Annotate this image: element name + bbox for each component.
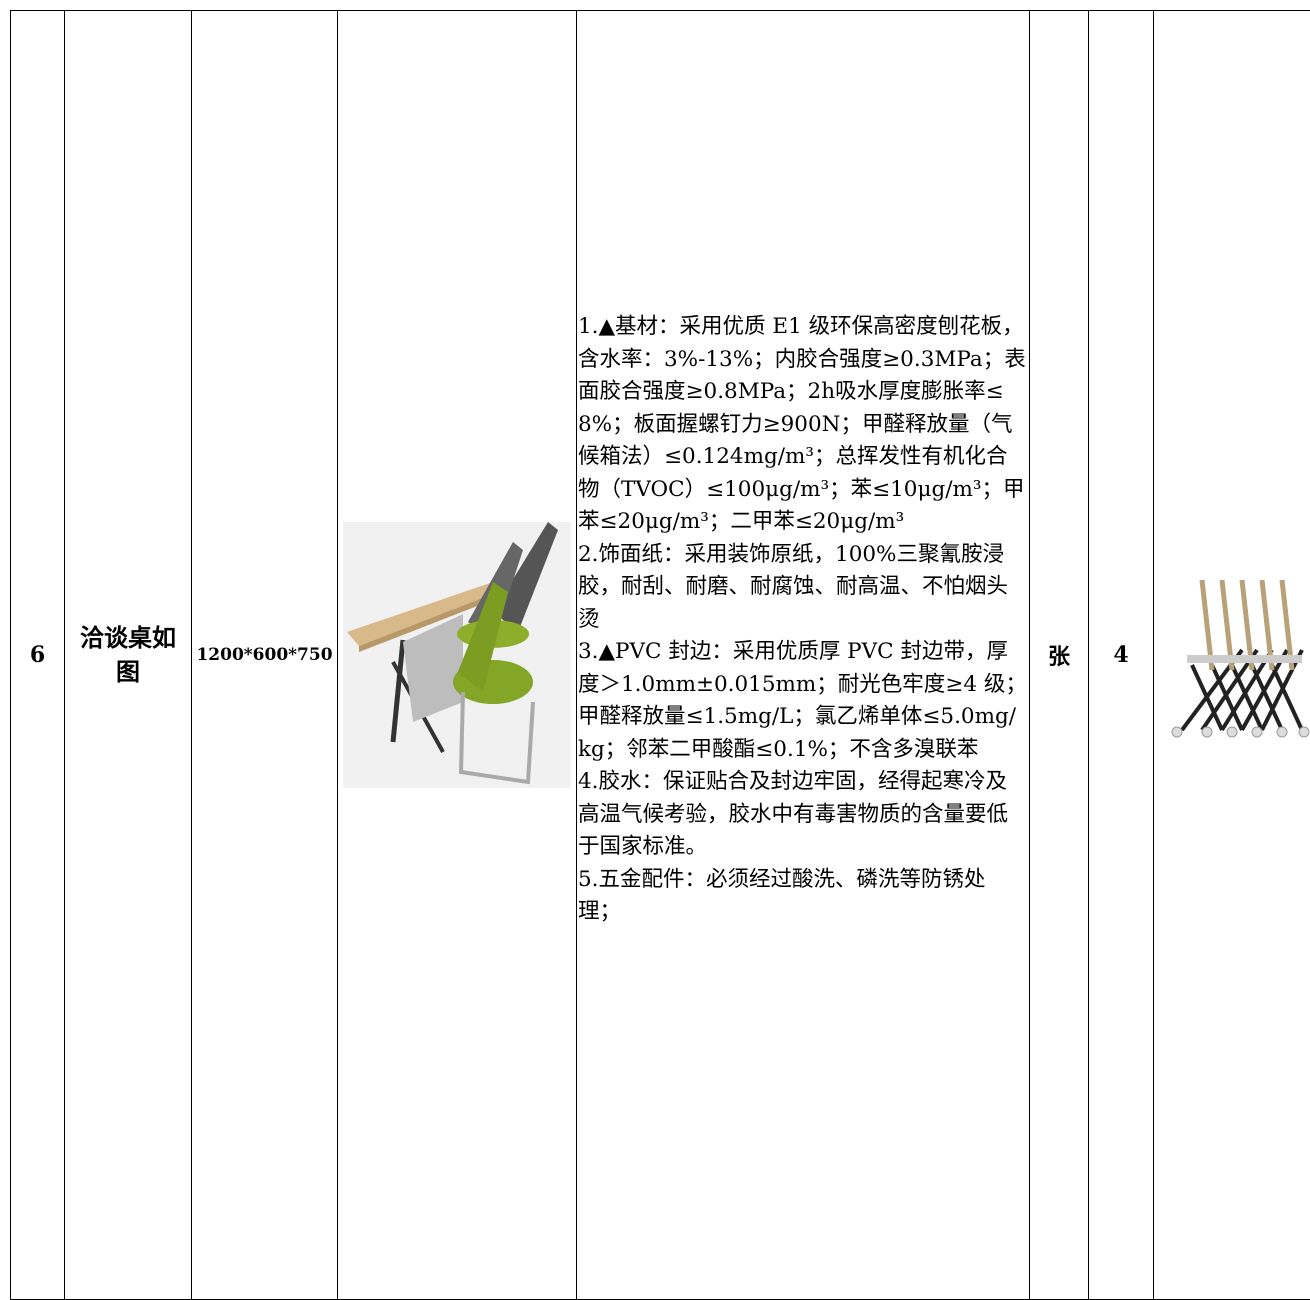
quantity-cell: 4	[1089, 11, 1154, 1300]
image-cell	[338, 11, 577, 1300]
spec-cell: 1.▲基材：采用优质 E1 级环保高密度刨花板，含水率：3%-13%；内胶合强度…	[577, 11, 1030, 1300]
spec-paragraph: 4.胶水：保证贴合及封边牢固，经得起寒冷及高温气候考验，胶水中有毒害物质的含量要…	[578, 766, 1027, 864]
name-cell: 洽谈桌如图	[65, 11, 192, 1300]
spec-paragraph: 1.▲基材：采用优质 E1 级环保高密度刨花板，含水率：3%-13%；内胶合强度…	[578, 311, 1027, 539]
image-cell	[1154, 11, 1310, 1300]
size-cell: 1200*600*750	[192, 11, 338, 1300]
unit-cell: 张	[1030, 11, 1089, 1300]
spec-paragraph: 5.五金配件：必须经过酸洗、磷洗等防锈处理；	[578, 864, 1027, 929]
product-table: 6 洽谈桌如图 1200*600*750 1.▲基材：采用优质 E1 级环保高密…	[10, 10, 1310, 1300]
table-row: 6 洽谈桌如图 1200*600*750 1.▲基材：采用优质 E1 级环保高密…	[11, 11, 1310, 1300]
stack-photo	[1162, 570, 1310, 740]
spec-paragraph: 3.▲PVC 封边：采用优质厚 PVC 封边带，厚度＞1.0mm±0.015mm…	[578, 636, 1027, 766]
product-photo	[343, 522, 571, 788]
spec-paragraph: 2.饰面纸：采用装饰原纸，100%三聚氰胺浸胶，耐刮、耐磨、耐腐蚀、耐高温、不怕…	[578, 539, 1027, 637]
index-cell: 6	[11, 11, 65, 1300]
